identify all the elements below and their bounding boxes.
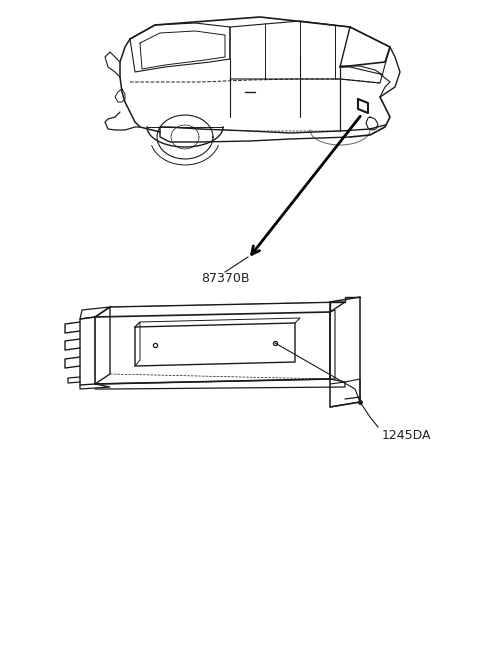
Text: 87370B: 87370B xyxy=(201,272,249,285)
Text: 1245DA: 1245DA xyxy=(382,429,432,442)
